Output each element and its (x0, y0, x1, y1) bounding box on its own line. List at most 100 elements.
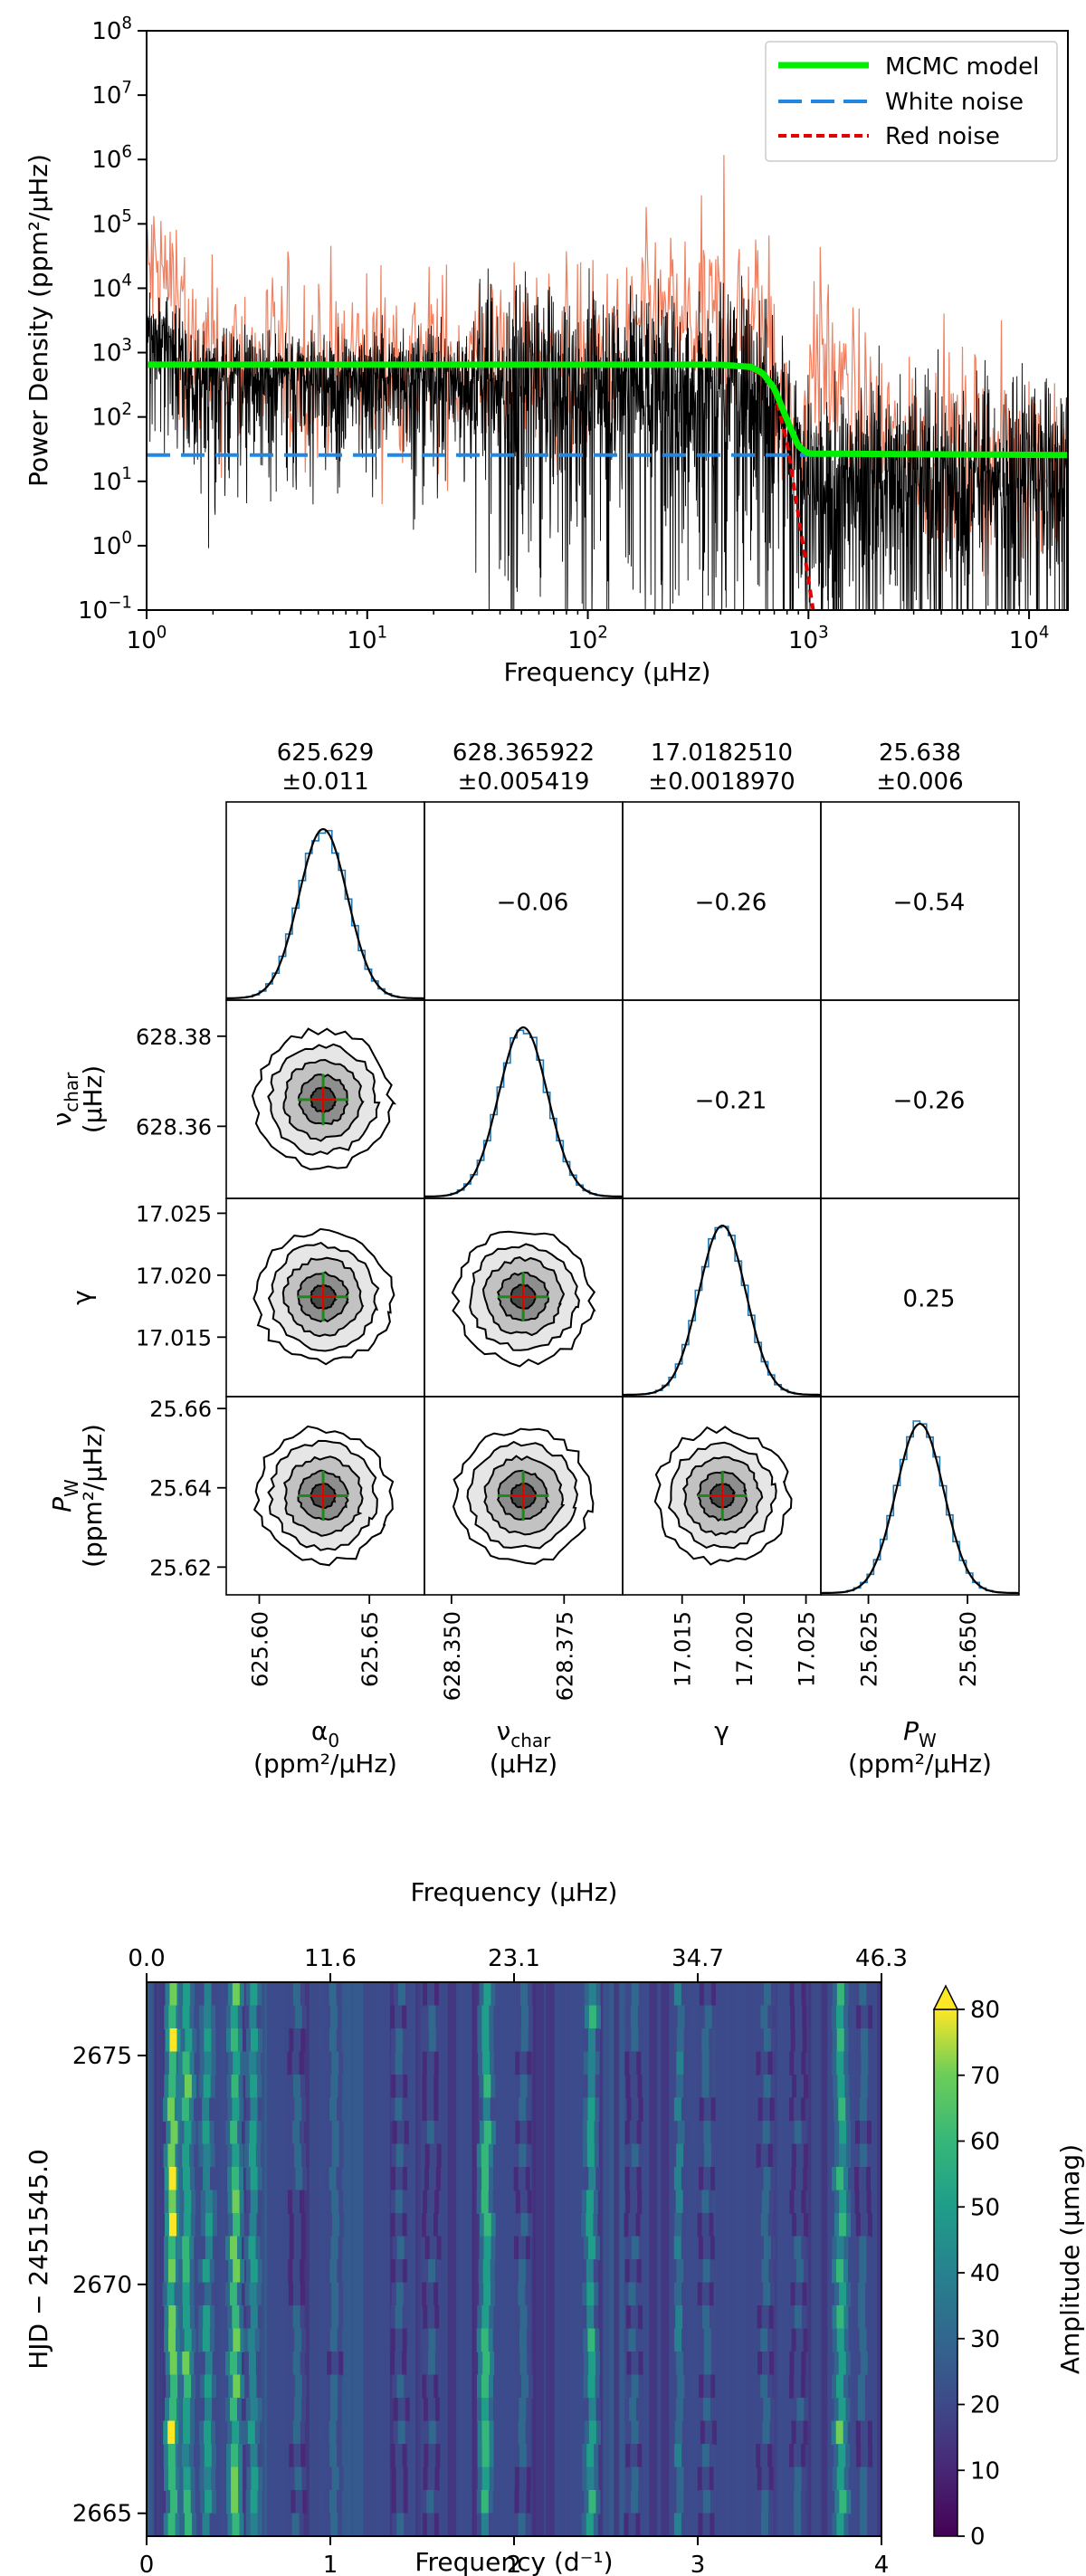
frequency-ridge (703, 1982, 711, 2007)
frequency-ridge (204, 2282, 212, 2306)
bottom-axis-label: Frequency (d⁻¹) (414, 2547, 613, 2576)
frequency-ridge (168, 2305, 176, 2330)
background-ridge (148, 1982, 155, 2536)
frequency-ridge (860, 2213, 868, 2237)
frequency-ridge (248, 2143, 256, 2168)
frequency-ridge (482, 2097, 491, 2122)
frequency-ridge (426, 2513, 434, 2536)
frequency-ridge (586, 2466, 595, 2491)
frequency-ridge (835, 2374, 843, 2399)
frequency-ridge (230, 2236, 238, 2260)
frequency-ridge (836, 2259, 844, 2284)
frequency-ridge (631, 2028, 639, 2053)
x-tick-label: 625.65 (357, 1611, 383, 1687)
frequency-ridge (859, 2236, 867, 2260)
frequency-ridge (329, 1982, 337, 2007)
frequency-ridge (182, 2305, 190, 2330)
frequency-ridge (587, 2328, 595, 2352)
frequency-ridge (677, 2121, 685, 2145)
frequency-ridge (857, 2374, 865, 2399)
y-tick-label: 25.62 (149, 1555, 212, 1580)
frequency-ridge (518, 2420, 526, 2445)
frequency-ridge (629, 2398, 637, 2422)
y-tick-label: 2675 (72, 2043, 132, 2070)
y-tick-label: 102 (91, 400, 132, 432)
frequency-ridge (293, 2028, 301, 2053)
colorbar-tick-label: 50 (970, 2194, 1000, 2221)
frequency-ridge (294, 2328, 302, 2352)
frequency-ridge (631, 2420, 639, 2445)
frequency-ridge (231, 2490, 239, 2514)
frequency-ridge (247, 2328, 255, 2352)
frequency-ridge (183, 2466, 191, 2491)
x-tick-label: 100 (127, 623, 167, 654)
frequency-ridge (168, 2051, 176, 2075)
frequency-ridge (795, 2143, 804, 2168)
frequency-ridge (674, 2420, 682, 2445)
frequency-ridge (761, 2259, 769, 2284)
frequency-ridge (481, 2490, 489, 2514)
y-axis-label: HJD − 2451545.0 (24, 2149, 53, 2370)
frequency-ridge (795, 2213, 804, 2237)
background-ridge (313, 1982, 318, 2536)
frequency-ridge (233, 2374, 241, 2399)
background-ridge (533, 1982, 545, 2536)
legend: MCMC model White noise Red noise (765, 41, 1058, 162)
frequency-ridge (395, 2305, 403, 2330)
frequency-ridge (396, 2236, 405, 2260)
frequency-ridge (331, 2051, 339, 2075)
frequency-ridge (675, 2190, 683, 2214)
frequency-ridge (185, 2028, 193, 2053)
top-axis-label: Frequency (μHz) (411, 1877, 618, 1907)
frequency-ridge (250, 2513, 258, 2536)
frequency-ridge (763, 2398, 771, 2422)
frequency-ridge (232, 2420, 240, 2445)
frequency-ridge (836, 2466, 844, 2491)
y-tick-label: 2670 (72, 2272, 132, 2299)
corner-cell-frame (820, 1396, 1020, 1596)
param-title-error: ±0.011 (281, 768, 368, 796)
frequency-ridge (233, 2051, 241, 2075)
x-tick-label: 103 (788, 623, 829, 654)
frequency-ridge (168, 2167, 176, 2191)
frequency-ridge (426, 2121, 434, 2145)
frequency-ridge (397, 2398, 405, 2422)
marginal-histogram (821, 1420, 1020, 1594)
frequency-ridge (395, 2075, 404, 2099)
background-ridge (821, 1982, 828, 2536)
param-axis-label: α0 (311, 1716, 339, 1751)
frequency-ridge (428, 2420, 436, 2445)
y-tick-label: 105 (91, 207, 132, 239)
frequency-ridge (293, 2213, 301, 2237)
frequency-ridge (481, 2028, 490, 2053)
frequency-ridge (232, 2190, 240, 2214)
legend-label-red: Red noise (885, 123, 1000, 150)
frequency-ridge (519, 2097, 527, 2122)
frequency-ridge (674, 2213, 682, 2237)
frequency-ridge (760, 2374, 768, 2399)
frequency-ridge (329, 2005, 338, 2029)
frequency-ridge (673, 2513, 681, 2536)
frequency-ridge (481, 2005, 490, 2029)
frequency-ridge (230, 2005, 238, 2029)
x2-tick-label: 23.1 (488, 1945, 540, 1972)
frequency-ridge (481, 2190, 489, 2214)
frequency-ridge (481, 2374, 489, 2399)
frequency-ridge (395, 2143, 404, 2168)
marginal-histogram (623, 1226, 822, 1396)
frequency-ridge (329, 2398, 338, 2422)
frequency-ridge (763, 2167, 771, 2191)
frequency-ridge (203, 2075, 211, 2099)
frequency-ridge (292, 1982, 300, 2007)
frequency-ridge (167, 2097, 175, 2122)
frequency-ridge (762, 2352, 770, 2376)
frequency-ridge (170, 2121, 178, 2145)
frequency-ridge (760, 2328, 768, 2352)
frequency-ridge (673, 2236, 681, 2260)
frequency-ridge (587, 2374, 595, 2399)
frequency-ridge (836, 2328, 844, 2352)
frequency-ridge (232, 1982, 240, 2007)
marginal-gaussian (821, 1422, 1019, 1595)
param-axis-label: γ (714, 1716, 729, 1746)
x2-tick-label: 0.0 (128, 1945, 165, 1972)
